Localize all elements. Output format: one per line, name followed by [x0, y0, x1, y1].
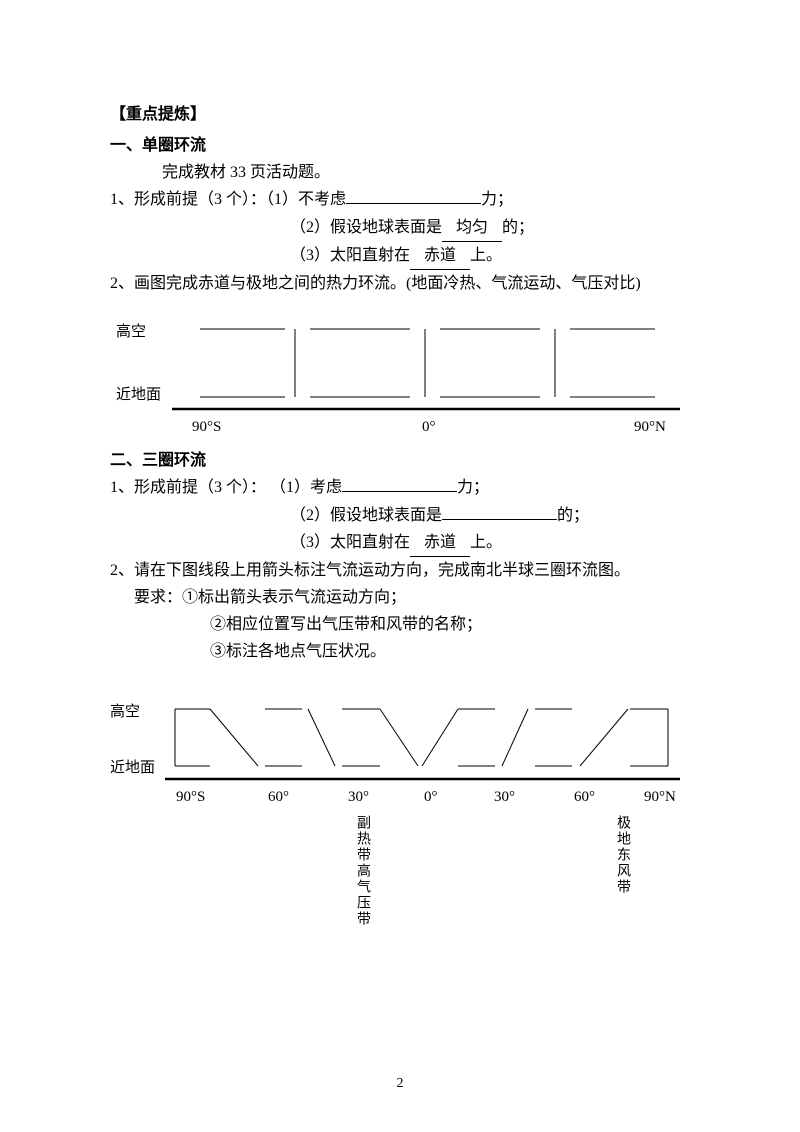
seg — [422, 709, 458, 766]
axis-90s: 90°S — [192, 419, 221, 436]
seg — [580, 709, 628, 766]
section1-q2: 2、画图完成赤道与极地之间的热力环流。(地面冷热、气流运动、气压对比) — [110, 270, 690, 297]
text: 力； — [457, 479, 489, 496]
section1-q1-line2: （2）假设地球表面是均匀的； — [290, 214, 690, 242]
seg — [502, 709, 528, 766]
axis-90n: 90°N — [634, 419, 666, 436]
axis-60r: 60° — [574, 789, 595, 806]
label-high: 高空 — [116, 323, 146, 340]
axis-0: 0° — [422, 419, 436, 436]
page-number: 2 — [397, 1076, 404, 1092]
section1-q1-line3: （3）太阳直射在赤道上。 — [290, 242, 690, 270]
text: 的； — [502, 219, 534, 236]
axis-60l: 60° — [268, 789, 289, 806]
section2-header: 二、三圈环流 — [110, 447, 690, 474]
axis-90s: 90°S — [176, 789, 205, 806]
label-ground: 近地面 — [110, 759, 155, 776]
section2-req2: ②相应位置写出气压带和风带的名称； — [210, 611, 690, 638]
section2-q1-line1: 1、形成前提（3 个）： （1）考虑 力； — [110, 474, 690, 501]
section2-req3: ③标注各地点气压状况。 — [210, 638, 690, 665]
label-high: 高空 — [110, 703, 140, 720]
text: 上。 — [470, 247, 502, 264]
text: 要求： — [134, 589, 182, 606]
axis-30l: 30° — [348, 789, 369, 806]
blank-field[interactable] — [346, 203, 481, 204]
blank-field[interactable] — [342, 491, 457, 492]
seg — [308, 709, 335, 766]
axis-30r: 30° — [494, 789, 515, 806]
diagram1-axis-labels: 90°S 0° 90°N — [134, 419, 690, 439]
section2-q2: 2、请在下图线段上用箭头标注气流运动方向，完成南北半球三圈环流图。 — [110, 557, 690, 584]
seg — [210, 709, 258, 766]
label-ground: 近地面 — [116, 386, 161, 403]
diagram1-svg: 高空 近地面 — [110, 309, 690, 419]
text: （3）太阳直射在 — [290, 534, 410, 551]
blank-filled[interactable]: 赤道 — [410, 529, 470, 557]
section1-intro: 完成教材 33 页活动题。 — [162, 159, 690, 186]
section2-q1-line3: （3）太阳直射在赤道上。 — [290, 529, 690, 557]
text: 的； — [557, 507, 589, 524]
vtext-2: 极地东风带 — [612, 815, 632, 895]
text: （3）太阳直射在 — [290, 247, 410, 264]
text: （2）假设地球表面是 — [290, 507, 442, 524]
axis-90n: 90°N — [644, 789, 676, 806]
section1-q1-line1: 1、形成前提（3 个）：（1）不考虑 力； — [110, 186, 690, 213]
diagram1-container: 高空 近地面 90°S 0° 90°N — [110, 309, 690, 439]
diagram2-container: 高空 近地面 90°S 60° 30° 0° 30° 60° 90°N — [110, 694, 690, 959]
section2-q1-line2: （2）假设地球表面是 的； — [290, 502, 690, 529]
blank-filled[interactable]: 赤道 — [410, 242, 470, 270]
text: 上。 — [470, 534, 502, 551]
diagram2-svg: 高空 近地面 — [110, 694, 690, 789]
vtext-1: 副热带高气压带 — [352, 815, 372, 927]
section2-req1: 要求：①标出箭头表示气流运动方向； — [134, 584, 690, 611]
blank-filled[interactable]: 均匀 — [442, 214, 502, 242]
blank-field[interactable] — [442, 519, 557, 520]
diagram2-vertical-labels: 副热带高气压带 极地东风带 — [134, 809, 690, 959]
seg — [380, 709, 418, 766]
axis-0: 0° — [424, 789, 438, 806]
text: 力； — [481, 191, 513, 208]
section1-header: 一、单圈环流 — [110, 132, 690, 159]
text: 1、形成前提（3 个）：（1）不考虑 — [110, 191, 346, 208]
main-title: 【重点提炼】 — [110, 100, 690, 124]
diagram2-axis-labels: 90°S 60° 30° 0° 30° 60° 90°N — [134, 789, 690, 809]
text: （2）假设地球表面是 — [290, 219, 442, 236]
text: ①标出箭头表示气流运动方向； — [182, 589, 406, 606]
text: 1、形成前提（3 个）： （1）考虑 — [110, 479, 342, 496]
